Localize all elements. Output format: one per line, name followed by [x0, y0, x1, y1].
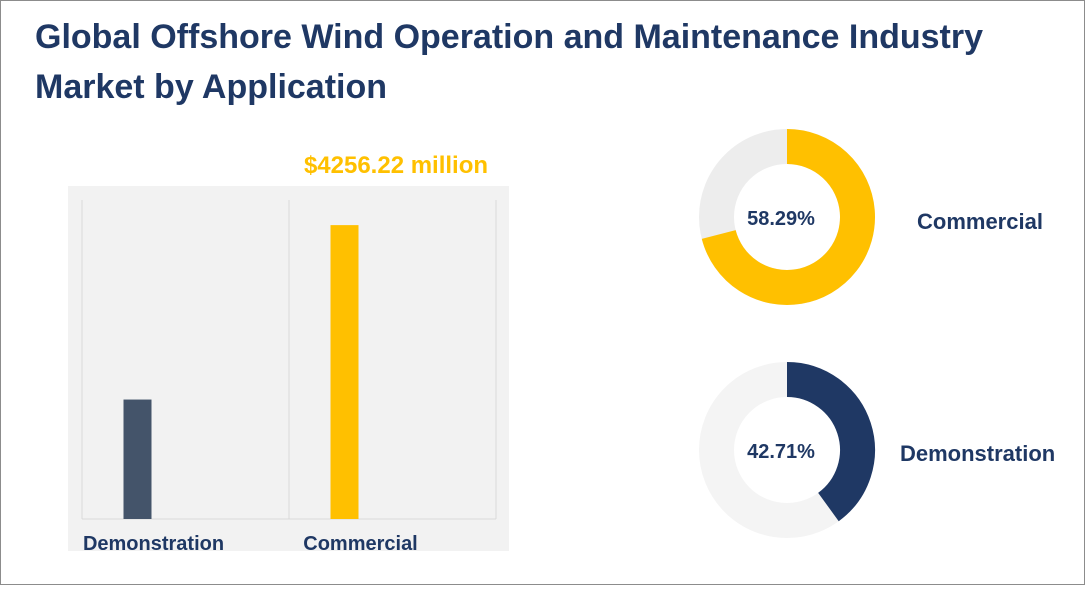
page-title: Global Offshore Wind Operation and Maint… [35, 18, 983, 106]
x-tick-label: Commercial [303, 533, 418, 555]
donut-category-label: Demonstration [900, 441, 1055, 466]
bar-demonstration [123, 399, 152, 519]
donut-percent-label: 58.29% [747, 208, 815, 230]
donut-category-label: Commercial [917, 209, 1043, 234]
x-tick-label: Demonstration [83, 533, 224, 555]
bar-value-label: $4256.22 million [304, 152, 488, 179]
donut-slice-demonstration [786, 362, 875, 522]
donut-slice-commercial [701, 129, 875, 305]
donut-charts: 58.29% Commercial 42.71% Demonstration [699, 129, 1055, 538]
bar-chart: Demonstration Commercial [81, 200, 497, 555]
donut-percent-label: 42.71% [747, 441, 815, 463]
bar-commercial [330, 225, 359, 519]
